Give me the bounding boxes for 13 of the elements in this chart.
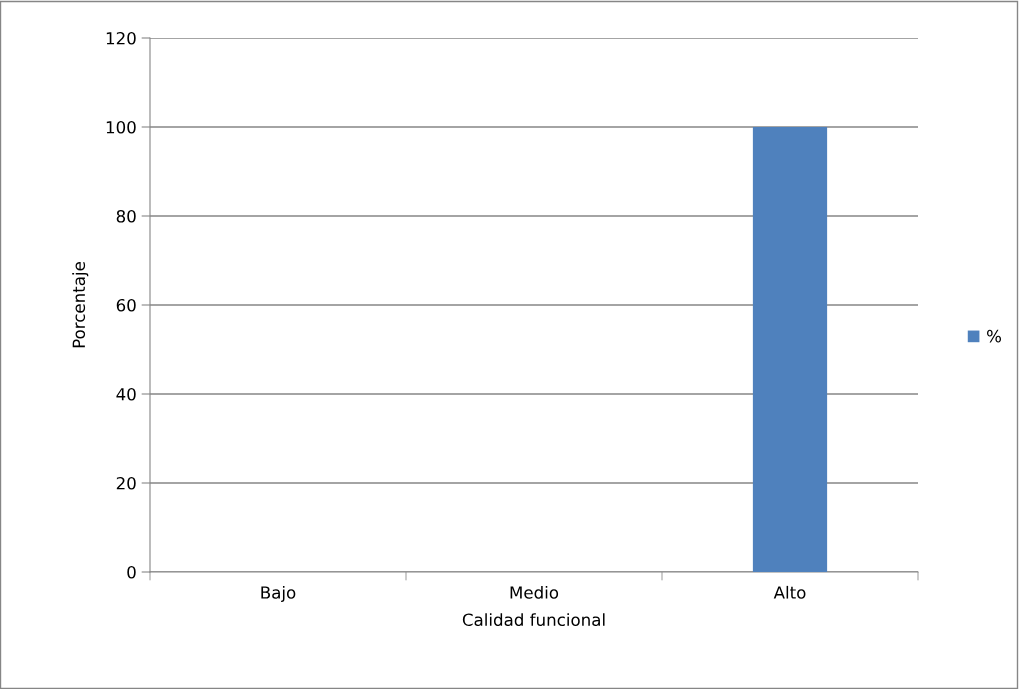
y-tick-label: 120: [106, 31, 136, 45]
x-tick-label: Medio: [510, 585, 559, 599]
y-axis-title: Porcentaje: [72, 262, 89, 348]
y-tick-label: 0: [127, 565, 136, 579]
y-tick-label: 40: [116, 387, 136, 401]
x-axis-title: Calidad funcional: [462, 613, 605, 627]
x-tick-label: Bajo: [261, 585, 296, 603]
y-tick-label: 60: [116, 298, 136, 312]
y-tick-label: 20: [116, 476, 136, 490]
y-tick-label: 100: [106, 120, 136, 134]
y-tick-label: 80: [116, 209, 136, 223]
legend-label: %: [987, 329, 1002, 343]
x-tick-label: Alto: [773, 585, 806, 599]
